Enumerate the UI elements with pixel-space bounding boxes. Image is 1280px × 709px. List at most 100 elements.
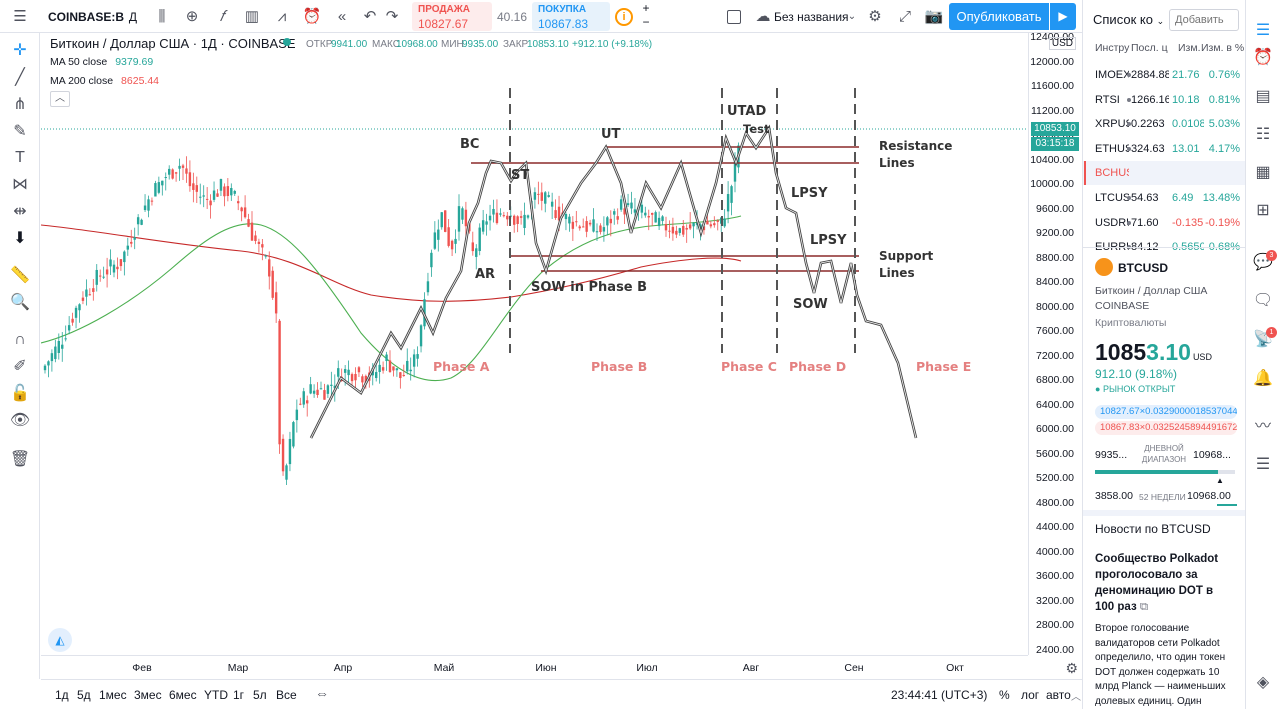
pattern-icon[interactable]: ⋈ [12, 176, 28, 193]
trendline-icon[interactable]: ╱ [15, 69, 25, 86]
watchlist-icon[interactable]: ☰ [1255, 22, 1271, 39]
trading-icon[interactable]: 〰 [1254, 418, 1271, 435]
range-button[interactable]: YTD [204, 688, 228, 702]
range-button[interactable]: 5л [253, 688, 267, 702]
col-change-pct[interactable]: Изм. в % [1201, 42, 1245, 54]
publish-play-icon[interactable]: ▶ [1050, 3, 1076, 30]
layers-icon[interactable]: ◈ [1256, 674, 1270, 691]
lock-icon[interactable]: 🔓 [10, 385, 30, 402]
collapse-legend-icon[interactable]: ︿ [50, 91, 70, 107]
currency-label[interactable]: USD [1048, 37, 1076, 50]
menu-icon[interactable]: ☰ [13, 8, 27, 25]
financials-icon[interactable]: ▥ [244, 8, 260, 25]
watchlist-row[interactable]: RTSI 1266.16 10.18 0.81% [1083, 88, 1246, 112]
candles-icon[interactable]: ⫼ [158, 8, 166, 25]
magnet-icon[interactable]: ∩ [14, 331, 26, 348]
alert-clock-icon[interactable]: ⏰ [302, 8, 322, 25]
candle-body [164, 177, 167, 179]
news-header[interactable]: Новости по BTCUSD [1095, 522, 1211, 536]
candle-body [85, 289, 88, 297]
auto-toggle[interactable]: авто [1046, 688, 1071, 702]
fib-tool-icon[interactable]: ⋔ [13, 96, 27, 113]
calendar-icon[interactable]: ▦ [1255, 164, 1271, 181]
candle-body [105, 269, 109, 275]
watchlist-row[interactable]: BCHUSD [1083, 161, 1246, 186]
publish-button[interactable]: Опубликовать [949, 3, 1049, 30]
dom-icon[interactable]: ☰ [1255, 456, 1271, 473]
range-button[interactable]: Все [276, 688, 297, 702]
range-button[interactable]: 1мес [99, 688, 127, 702]
news-headline[interactable]: Сообщество Polkadot проголосовало за ден… [1095, 553, 1219, 613]
trash-icon[interactable]: 🗑 [9, 451, 31, 468]
details-symbol[interactable]: BTCUSD [1118, 261, 1168, 275]
chevron-down-icon[interactable]: ⌄ [847, 11, 857, 22]
range-button[interactable]: 1г [233, 688, 245, 702]
plus-icon[interactable]: + [642, 1, 650, 15]
range-button[interactable]: 1д [55, 688, 69, 702]
indicators-icon[interactable]: 𝑓 [219, 8, 225, 25]
btc-logo-icon [1095, 258, 1113, 276]
camera-icon[interactable]: 📷 [924, 8, 944, 25]
settings-gear-icon[interactable]: ⚙ [868, 8, 882, 25]
time-axis[interactable]: Фев Мар Апр Май Июн Июл Авг Сен Окт ⚙ [41, 655, 1078, 679]
axis-settings-gear-icon[interactable]: ⚙ [1065, 660, 1078, 676]
info-icon[interactable]: i [615, 8, 633, 26]
clock-display[interactable]: 23:44:41 (UTC+3) [891, 688, 988, 702]
fullscreen-square-icon[interactable] [727, 10, 741, 24]
watchlist-title[interactable]: Список ко ⌄ [1093, 12, 1165, 27]
chart-pane[interactable]: BC ST AR SOW in Phase B UT UTAD Test Res… [41, 33, 1028, 655]
brush-icon[interactable]: ✎ [13, 123, 27, 140]
eye-icon[interactable]: 👁 [9, 412, 31, 429]
layout-name[interactable]: Без названия [774, 10, 849, 24]
messages-icon[interactable]: 🗨 [1252, 292, 1274, 309]
day-range-bar [1095, 470, 1235, 474]
range-button[interactable]: 3мес [134, 688, 162, 702]
redo-icon[interactable]: ↷ [385, 8, 399, 25]
sell-button[interactable]: ПРОДАЖА 10827.67 [412, 2, 492, 31]
tradingview-logo-icon[interactable]: ◭ [48, 628, 72, 652]
add-symbol-input[interactable] [1169, 9, 1239, 31]
range-button[interactable]: 5д [77, 688, 91, 702]
symbol-search-button[interactable]: COINBASE:B [48, 10, 125, 24]
notifications-bell-icon[interactable]: 🔔 [1253, 370, 1273, 387]
col-last[interactable]: Посл. ц [1131, 42, 1168, 54]
lock-drawing-icon[interactable]: ✐ [13, 358, 27, 375]
candle-body [461, 208, 464, 220]
compare-add-icon[interactable]: ⊕ [185, 8, 199, 25]
price-axis[interactable]: 12400.0012000.0011600.0011200.0010800.00… [1028, 31, 1082, 656]
collapse-panel-icon[interactable]: ︿ [1071, 692, 1081, 703]
watchlist-row[interactable]: IMOEX 2884.88 21.76 0.76% [1083, 63, 1246, 87]
arrow-down-icon[interactable]: ⬇ [13, 230, 27, 247]
ruler-icon[interactable]: 📏 [10, 267, 30, 284]
buy-button[interactable]: ПОКУПКА 10867.83 [532, 2, 610, 31]
replay-icon[interactable]: « [337, 8, 347, 25]
ma50-legend[interactable]: MA 50 close 9379.69 [50, 56, 153, 68]
hotlists-icon[interactable]: ☷ [1255, 126, 1271, 143]
col-instrument[interactable]: Инстру [1095, 42, 1130, 54]
candle-body [481, 220, 485, 232]
interval-button[interactable]: Д [128, 10, 138, 24]
range-button[interactable]: 6мес [169, 688, 197, 702]
undo-icon[interactable]: ↶ [363, 8, 377, 25]
alerts-clock-icon[interactable]: ⏰ [1253, 49, 1273, 66]
crosshair-icon[interactable]: ✛ [13, 42, 27, 59]
watchlist-symbol: XRPUSD [1095, 118, 1129, 131]
log-toggle[interactable]: лог [1021, 688, 1040, 702]
watchlist-row[interactable]: USDRUB71.60 -0.135-0.19% [1083, 211, 1246, 235]
watchlist-row[interactable]: XRPUSD0.2263 0.0108 5.03% [1083, 112, 1246, 136]
watchlist-row[interactable]: ETHUSD324.63 13.01 4.17% [1083, 137, 1246, 161]
forecast-icon[interactable]: ⇹ [13, 203, 27, 220]
candle-body [157, 182, 161, 193]
ma200-legend[interactable]: MA 200 close 8625.44 [50, 75, 159, 87]
date-range-icon[interactable]: ⇔ [315, 685, 329, 701]
expand-icon[interactable]: ⤢ [898, 8, 911, 25]
ideas-icon[interactable]: ⊞ [1256, 202, 1270, 219]
col-change[interactable]: Изм. [1178, 42, 1201, 54]
text-tool-icon[interactable]: T [15, 149, 25, 166]
data-window-icon[interactable]: ▤ [1255, 88, 1271, 105]
templates-icon[interactable]: ⩘ [277, 8, 287, 25]
minus-icon[interactable]: − [642, 15, 650, 29]
percent-toggle[interactable]: % [999, 688, 1010, 702]
zoom-in-icon[interactable]: 🔍 [10, 294, 30, 311]
watchlist-row[interactable]: LTCUSD54.63 6.49 13.48% [1083, 186, 1246, 210]
